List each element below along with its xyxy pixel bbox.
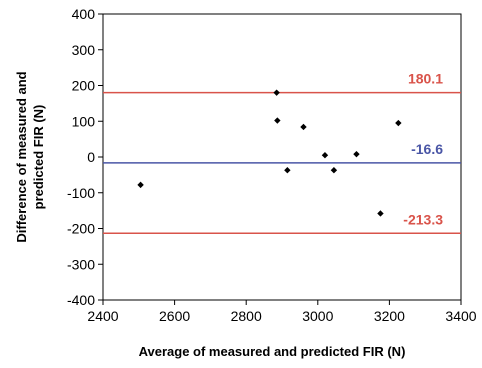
y-tick-label: 400 <box>72 6 96 22</box>
x-tick-label: 2600 <box>159 308 190 324</box>
y-axis-title-line: predicted FIR (N) <box>31 105 46 210</box>
data-point <box>300 123 307 131</box>
x-tick-label: 3000 <box>302 308 333 324</box>
data-point <box>274 117 281 124</box>
reference-line-label: 180.1 <box>408 71 443 87</box>
x-tick-label: 3200 <box>374 308 405 324</box>
reference-line-label: -16.6 <box>411 141 443 157</box>
x-tick-label: 2800 <box>231 308 262 324</box>
y-tick-label: -200 <box>67 221 95 237</box>
reference-lines: 180.1 -16.6 -213.3 <box>103 71 461 235</box>
y-tick-label: -400 <box>67 292 95 308</box>
x-tick-label: 2400 <box>87 308 118 324</box>
y-tick-label: 100 <box>72 113 96 129</box>
data-points <box>137 89 402 217</box>
x-tick-label: 3400 <box>445 308 476 324</box>
reference-line-label: -213.3 <box>403 211 443 227</box>
data-point <box>330 167 338 174</box>
y-tick-label: -100 <box>67 185 95 201</box>
data-point <box>353 150 360 158</box>
y-axis-title: Difference of measured and predicted FIR … <box>14 71 46 242</box>
data-point <box>377 210 384 217</box>
y-tick-label: 200 <box>72 78 96 94</box>
plot-area-border <box>102 13 462 301</box>
x-axis-title: Average of measured and predicted FIR (N… <box>139 344 406 359</box>
data-point <box>284 167 291 174</box>
data-point <box>321 152 329 159</box>
data-point <box>137 181 144 189</box>
plot-frame <box>102 13 462 301</box>
y-tick-label: -300 <box>67 256 95 272</box>
data-point <box>395 119 402 127</box>
axis-ticks: -400 -300 -200 -100 0 100 200 300 400 2400 2600 280… <box>67 6 477 324</box>
y-axis-title-line: Difference of measured and <box>14 71 29 242</box>
y-tick-label: 300 <box>72 42 96 58</box>
data-point <box>273 89 280 96</box>
y-tick-label: 0 <box>87 149 95 165</box>
